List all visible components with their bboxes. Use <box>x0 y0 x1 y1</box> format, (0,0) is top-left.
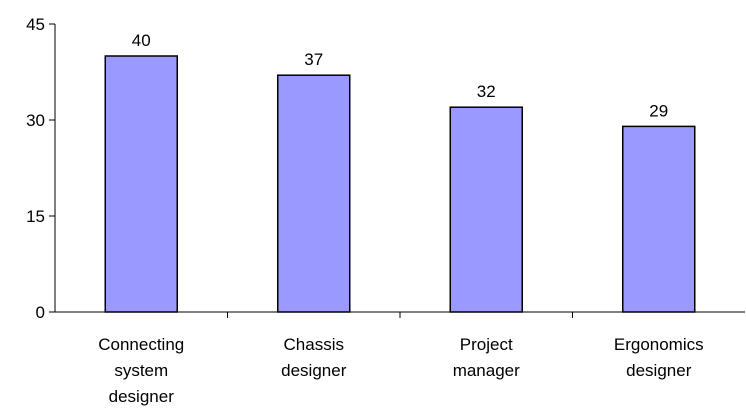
x-tick-label: Ergonomics designer <box>614 335 704 380</box>
y-tick-label: 30 <box>26 111 45 130</box>
y-tick-label: 15 <box>26 207 45 226</box>
y-tick-label: 0 <box>36 303 45 322</box>
value-label: 32 <box>477 82 496 101</box>
bar <box>622 125 696 313</box>
x-tick-label: Project manager <box>453 335 520 380</box>
bar <box>449 106 523 313</box>
value-label: 37 <box>304 50 323 69</box>
x-tick-label: Chassis designer <box>281 335 347 380</box>
bar <box>104 55 178 313</box>
x-tick-label: Connecting system designer <box>98 335 184 406</box>
bar <box>277 74 351 313</box>
y-tick-label: 45 <box>26 15 45 34</box>
value-label: 40 <box>132 31 151 50</box>
value-label: 29 <box>649 101 668 120</box>
